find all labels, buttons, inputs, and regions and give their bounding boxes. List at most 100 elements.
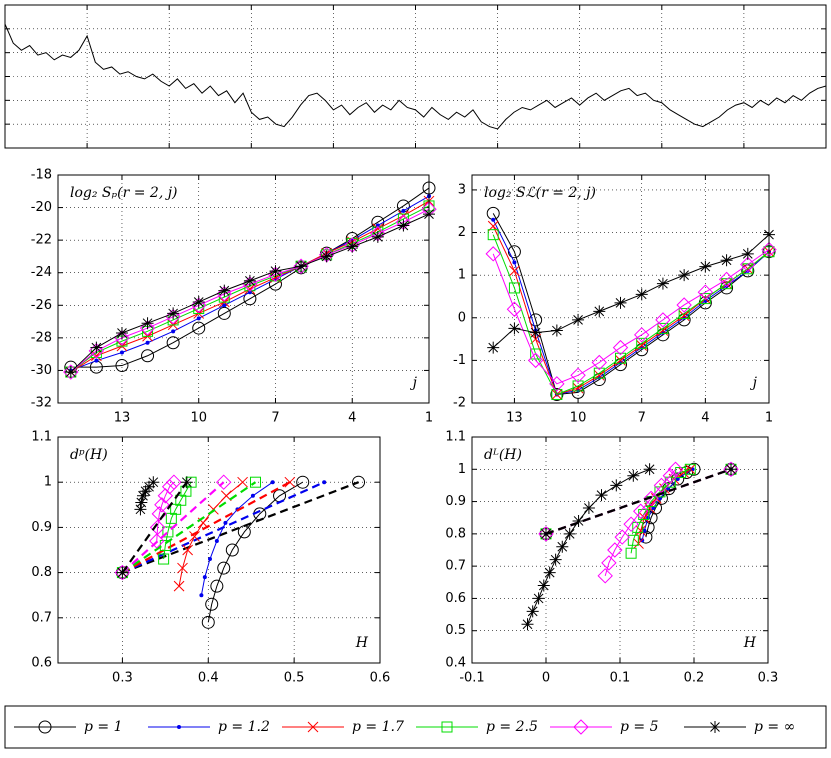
marker	[740, 256, 756, 273]
marker	[139, 485, 152, 498]
marker-dot	[171, 329, 176, 334]
marker	[667, 461, 684, 477]
marker-star	[526, 605, 539, 618]
marker-x	[237, 476, 248, 488]
marker-star	[116, 566, 129, 579]
marker	[742, 263, 754, 275]
marker	[627, 469, 640, 482]
marker-circle	[237, 525, 251, 539]
marker	[162, 526, 174, 538]
dashed-line	[121, 481, 257, 574]
plot-frame	[471, 436, 769, 664]
marker	[582, 502, 595, 515]
marker-circle	[217, 561, 231, 575]
marker-square	[159, 539, 171, 551]
marker-x	[91, 350, 102, 362]
marker	[635, 288, 648, 301]
marker	[119, 350, 124, 355]
y-tick-label: -30	[31, 363, 52, 378]
marker-diamond	[293, 258, 309, 274]
marker	[593, 305, 606, 318]
marker-dot	[223, 520, 228, 525]
marker	[612, 339, 629, 356]
marker	[216, 474, 232, 490]
marker	[237, 525, 251, 539]
marker	[509, 265, 520, 277]
x-tick-label: 0.6	[370, 671, 391, 686]
marker-star	[635, 288, 648, 301]
y-tick-label: -24	[31, 265, 52, 280]
x-tick-label: 1	[425, 411, 433, 426]
marker	[249, 476, 261, 488]
y-tick-label: -18	[31, 168, 52, 183]
marker	[201, 615, 215, 629]
marker	[346, 240, 359, 253]
marker	[684, 463, 696, 475]
marker	[537, 579, 550, 592]
marker	[487, 341, 500, 354]
x-tick-label: 4	[348, 411, 356, 426]
marker	[543, 566, 556, 579]
marker	[491, 217, 496, 222]
marker	[217, 306, 231, 320]
marker-circle	[550, 387, 564, 401]
marker	[284, 476, 296, 488]
marker	[180, 476, 193, 489]
marker	[697, 284, 714, 300]
marker-star	[540, 527, 552, 540]
marker	[532, 592, 545, 605]
marker	[218, 284, 231, 297]
signal-line	[4, 23, 827, 130]
marker	[709, 721, 721, 733]
marker-star	[699, 260, 712, 273]
marker	[166, 474, 182, 490]
marker-square	[165, 512, 177, 524]
marker-square	[625, 547, 637, 559]
y-tick-label: -32	[31, 396, 52, 411]
marker	[671, 472, 685, 486]
marker	[247, 290, 252, 295]
marker	[634, 327, 650, 343]
x-axis-label: H	[355, 635, 369, 651]
marker	[147, 476, 160, 489]
marker-circle	[38, 720, 52, 734]
y-tick-label: 1.1	[31, 430, 52, 445]
marker-circle	[217, 306, 231, 320]
marker-star	[725, 463, 737, 476]
marker-diamond	[506, 301, 523, 317]
annotation: log₂ Sₚ(r = 2, j)	[70, 185, 178, 201]
marker-dot	[207, 557, 212, 562]
marker-star	[135, 496, 148, 509]
y-tick-label: 1	[44, 475, 52, 490]
marker-diamond	[570, 367, 586, 384]
series-line	[200, 481, 273, 596]
y-tick-label: -1	[453, 353, 466, 368]
marker-star	[582, 502, 595, 515]
marker	[527, 352, 544, 369]
marker-star	[537, 579, 550, 592]
x-tick-label: 0.3	[758, 671, 779, 686]
marker	[526, 605, 539, 618]
marker	[655, 312, 671, 328]
marker-star	[741, 247, 754, 260]
marker	[549, 376, 565, 392]
marker	[192, 296, 205, 309]
marker	[687, 462, 701, 476]
marker	[145, 340, 150, 345]
marker-diamond	[633, 503, 649, 519]
marker	[614, 296, 627, 309]
marker-star	[487, 341, 500, 354]
marker	[64, 366, 77, 379]
marker-dot	[94, 358, 99, 363]
marker	[141, 317, 154, 330]
x-tick-label: 0	[542, 671, 550, 686]
marker-diamond	[149, 519, 166, 536]
marker-star	[141, 317, 154, 330]
marker	[549, 553, 562, 566]
marker	[563, 527, 576, 540]
marker-star	[90, 341, 103, 354]
marker	[141, 349, 155, 363]
marker-circle	[507, 245, 521, 259]
marker-circle	[296, 475, 310, 489]
marker	[237, 476, 248, 488]
